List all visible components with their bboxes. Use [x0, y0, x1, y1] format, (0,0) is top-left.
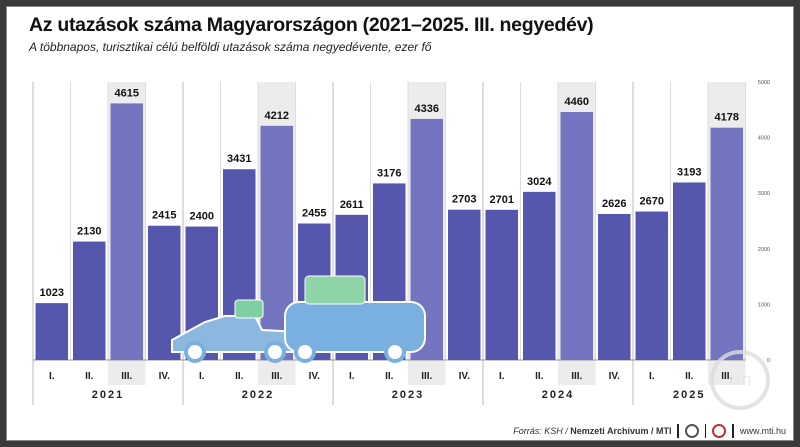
- y-tick-label: 4000: [758, 136, 770, 142]
- wheel-icon: [294, 341, 316, 363]
- quarter-label: III.: [421, 371, 432, 382]
- quarter-label: II.: [535, 371, 544, 382]
- luggage-icon: [234, 299, 264, 319]
- divider: [677, 424, 679, 438]
- year-label: 2024: [542, 389, 574, 401]
- quarter-label: III.: [121, 371, 132, 382]
- watermark-icon: [710, 350, 770, 410]
- quarter-label: III.: [571, 371, 582, 382]
- quarter-label: I.: [499, 371, 505, 382]
- bar: [35, 303, 68, 360]
- bar: [448, 209, 481, 360]
- y-tick-label: 0: [767, 358, 770, 364]
- quarter-label: I.: [349, 371, 355, 382]
- data-label: 2611: [340, 199, 364, 211]
- bar: [523, 191, 556, 360]
- bar: [485, 209, 518, 360]
- data-label: 3193: [677, 166, 701, 178]
- quarter-label: I.: [49, 371, 55, 382]
- quarter-label: IV.: [309, 371, 321, 382]
- quarter-label: II.: [685, 371, 694, 382]
- data-label: 2701: [490, 194, 514, 206]
- data-label: 2670: [640, 196, 664, 208]
- footer: Forrás: KSH / Nemzeti Archívum / MTI www…: [513, 424, 786, 438]
- mti-logo-icon: [712, 424, 727, 438]
- data-label: 4212: [265, 110, 289, 122]
- archive-logo-icon: [684, 424, 699, 438]
- data-label: 2703: [452, 194, 476, 206]
- year-label: 2021: [92, 389, 124, 401]
- wheel-icon: [184, 341, 206, 363]
- quarter-label: II.: [85, 371, 94, 382]
- bar: [73, 241, 106, 360]
- watermark-text: MTI: [729, 373, 751, 388]
- bar: [710, 127, 743, 360]
- quarter-label: I.: [649, 371, 655, 382]
- quarter-label: II.: [235, 371, 244, 382]
- data-label: 4460: [565, 96, 589, 108]
- quarter-label: III.: [271, 371, 282, 382]
- bar: [635, 211, 668, 360]
- data-label: 2455: [302, 208, 326, 220]
- divider: [704, 424, 707, 438]
- quarter-label: II.: [385, 371, 394, 382]
- y-tick-label: 1000: [758, 302, 770, 308]
- quarter-label: IV.: [159, 371, 171, 382]
- chart-title: Az utazások száma Magyarországon (2021–2…: [29, 14, 594, 36]
- quarter-label: IV.: [459, 371, 471, 382]
- chart-subtitle: A többnapos, turisztikai célú belföldi u…: [29, 40, 432, 54]
- bar: [673, 182, 706, 360]
- y-tick-label: 5000: [758, 80, 770, 86]
- data-label: 2415: [152, 210, 176, 222]
- data-label: 3176: [377, 167, 401, 179]
- quarter-label: I.: [199, 371, 205, 382]
- data-label: 1023: [40, 287, 64, 299]
- bar: [560, 112, 593, 360]
- data-label: 3431: [227, 153, 251, 165]
- data-label: 2626: [602, 198, 626, 210]
- quarter-label: IV.: [609, 371, 621, 382]
- y-tick-label: 3000: [758, 191, 770, 197]
- wheel-icon: [384, 341, 406, 363]
- luggage-icon: [304, 275, 366, 305]
- quarter-label: III.: [721, 371, 732, 382]
- data-label: 4178: [715, 112, 739, 124]
- wheel-icon: [264, 341, 286, 363]
- year-label: 2025: [673, 389, 705, 401]
- data-label: 4336: [415, 103, 439, 115]
- y-tick-label: 2000: [758, 247, 770, 253]
- bar: [598, 213, 631, 360]
- data-label: 2400: [190, 211, 214, 223]
- year-label: 2023: [392, 389, 424, 401]
- bar: [110, 103, 143, 360]
- source-text: Forrás: KSH / Nemzeti Archívum / MTI: [513, 426, 672, 436]
- car-icon: [171, 315, 301, 353]
- data-label: 2130: [77, 226, 101, 238]
- website-url[interactable]: www.mti.hu: [739, 426, 786, 436]
- year-label: 2022: [242, 389, 274, 401]
- data-label: 3024: [527, 176, 552, 188]
- divider: [732, 424, 734, 438]
- data-label: 4615: [115, 87, 139, 99]
